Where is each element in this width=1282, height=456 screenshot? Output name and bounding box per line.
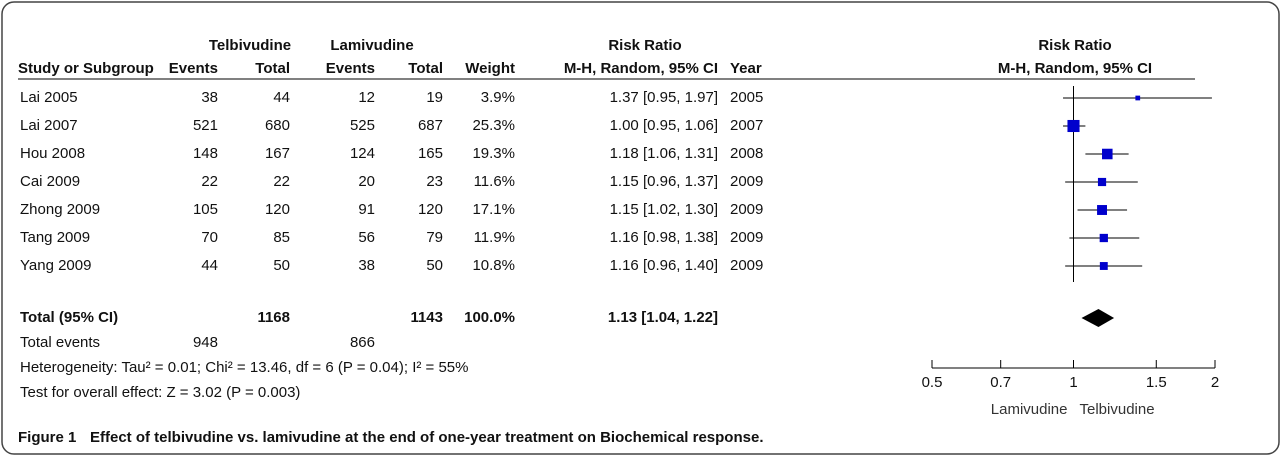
study-name: Hou 2008 bbox=[20, 145, 85, 162]
year: 2005 bbox=[730, 89, 763, 106]
column-header: Weight bbox=[465, 60, 515, 77]
ci-label: 1.16 [0.96, 1.40] bbox=[610, 257, 718, 274]
ci-label: 1.00 [0.95, 1.06] bbox=[610, 117, 718, 134]
year: 2009 bbox=[730, 229, 763, 246]
x-tick-label: 1 bbox=[1069, 374, 1077, 391]
ci-label: 1.15 [0.96, 1.37] bbox=[610, 173, 718, 190]
cell: 23 bbox=[426, 173, 443, 190]
favours-left: Lamivudine bbox=[991, 401, 1068, 418]
cell: 20 bbox=[358, 173, 375, 190]
study-name: Yang 2009 bbox=[20, 257, 91, 274]
group-header: Telbivudine bbox=[209, 37, 291, 54]
effect-square bbox=[1097, 177, 1107, 187]
column-header: M-H, Random, 95% CI bbox=[564, 60, 718, 77]
year: 2007 bbox=[730, 117, 763, 134]
summary-diamond bbox=[1081, 309, 1115, 327]
group-header: Lamivudine bbox=[330, 37, 413, 54]
cell: 19 bbox=[426, 89, 443, 106]
study-name: Cai 2009 bbox=[20, 173, 80, 190]
cell: 120 bbox=[418, 201, 443, 218]
total-events-name: Total events bbox=[20, 334, 100, 351]
cell: 148 bbox=[193, 145, 218, 162]
effect-square bbox=[1099, 262, 1108, 270]
cell: 687 bbox=[418, 117, 443, 134]
cell: 167 bbox=[265, 145, 290, 162]
weight: 19.3% bbox=[472, 145, 515, 162]
ci-label: 1.13 [1.04, 1.22] bbox=[608, 309, 718, 326]
cell: 105 bbox=[193, 201, 218, 218]
cell: 680 bbox=[265, 117, 290, 134]
x-tick-label: 0.7 bbox=[990, 374, 1011, 391]
column-header: Events bbox=[326, 60, 375, 77]
cell: 44 bbox=[201, 257, 218, 274]
cell: 56 bbox=[358, 229, 375, 246]
group-header: Risk Ratio bbox=[608, 37, 681, 54]
effect-square bbox=[1097, 205, 1107, 215]
cell: 22 bbox=[201, 173, 218, 190]
effect-square bbox=[1135, 95, 1141, 101]
ci-label: 1.15 [1.02, 1.30] bbox=[610, 201, 718, 218]
weight: 3.9% bbox=[481, 89, 515, 106]
cell: 120 bbox=[265, 201, 290, 218]
total-name: Total (95% CI) bbox=[20, 309, 118, 326]
cell: 525 bbox=[350, 117, 375, 134]
column-header: M-H, Random, 95% CI bbox=[998, 60, 1152, 77]
column-header: Year bbox=[730, 60, 762, 77]
cell: 124 bbox=[350, 145, 375, 162]
favours-right: Telbivudine bbox=[1080, 401, 1155, 418]
weight: 11.9% bbox=[474, 229, 515, 246]
cell: 521 bbox=[193, 117, 218, 134]
cell: 165 bbox=[418, 145, 443, 162]
cell: 50 bbox=[273, 257, 290, 274]
cell: 948 bbox=[193, 334, 218, 351]
weight: 17.1% bbox=[472, 201, 515, 218]
x-tick-label: 1.5 bbox=[1146, 374, 1167, 391]
cell: 12 bbox=[358, 89, 375, 106]
study-name: Tang 2009 bbox=[20, 229, 90, 246]
column-header: Total bbox=[255, 60, 290, 77]
cell: 22 bbox=[273, 173, 290, 190]
cell: 70 bbox=[201, 229, 218, 246]
overall-effect: Test for overall effect: Z = 3.02 (P = 0… bbox=[20, 384, 300, 401]
cell: 79 bbox=[426, 229, 443, 246]
study-name: Zhong 2009 bbox=[20, 201, 100, 218]
column-header: Total bbox=[408, 60, 443, 77]
year: 2009 bbox=[730, 257, 763, 274]
heterogeneity: Heterogeneity: Tau² = 0.01; Chi² = 13.46… bbox=[20, 359, 468, 376]
caption-label: Figure 1 bbox=[18, 429, 76, 446]
column-header: Events bbox=[169, 60, 218, 77]
weight: 11.6% bbox=[474, 173, 515, 190]
x-tick-label: 2 bbox=[1211, 374, 1219, 391]
study-name: Lai 2005 bbox=[20, 89, 78, 106]
cell: 85 bbox=[273, 229, 290, 246]
weight: 100.0% bbox=[464, 309, 515, 326]
weight: 10.8% bbox=[472, 257, 515, 274]
group-header: Risk Ratio bbox=[1038, 37, 1111, 54]
cell: 44 bbox=[273, 89, 290, 106]
cell: 38 bbox=[358, 257, 375, 274]
effect-square bbox=[1099, 233, 1108, 243]
ci-label: 1.16 [0.98, 1.38] bbox=[610, 229, 718, 246]
weight: 25.3% bbox=[472, 117, 515, 134]
cell: 866 bbox=[350, 334, 375, 351]
cell: 50 bbox=[426, 257, 443, 274]
x-tick-label: 0.5 bbox=[922, 374, 943, 391]
cell: 1168 bbox=[257, 309, 290, 326]
cell: 38 bbox=[201, 89, 218, 106]
ci-label: 1.18 [1.06, 1.31] bbox=[610, 145, 718, 162]
effect-square bbox=[1067, 119, 1080, 133]
ci-label: 1.37 [0.95, 1.97] bbox=[610, 89, 718, 106]
cell: 91 bbox=[358, 201, 375, 218]
year: 2008 bbox=[730, 145, 763, 162]
year: 2009 bbox=[730, 173, 763, 190]
effect-square bbox=[1102, 148, 1113, 160]
study-name: Lai 2007 bbox=[20, 117, 78, 134]
column-header: Study or Subgroup bbox=[18, 60, 154, 77]
year: 2009 bbox=[730, 201, 763, 218]
cell: 1143 bbox=[410, 309, 443, 326]
caption: Effect of telbivudine vs. lamivudine at … bbox=[90, 429, 763, 446]
